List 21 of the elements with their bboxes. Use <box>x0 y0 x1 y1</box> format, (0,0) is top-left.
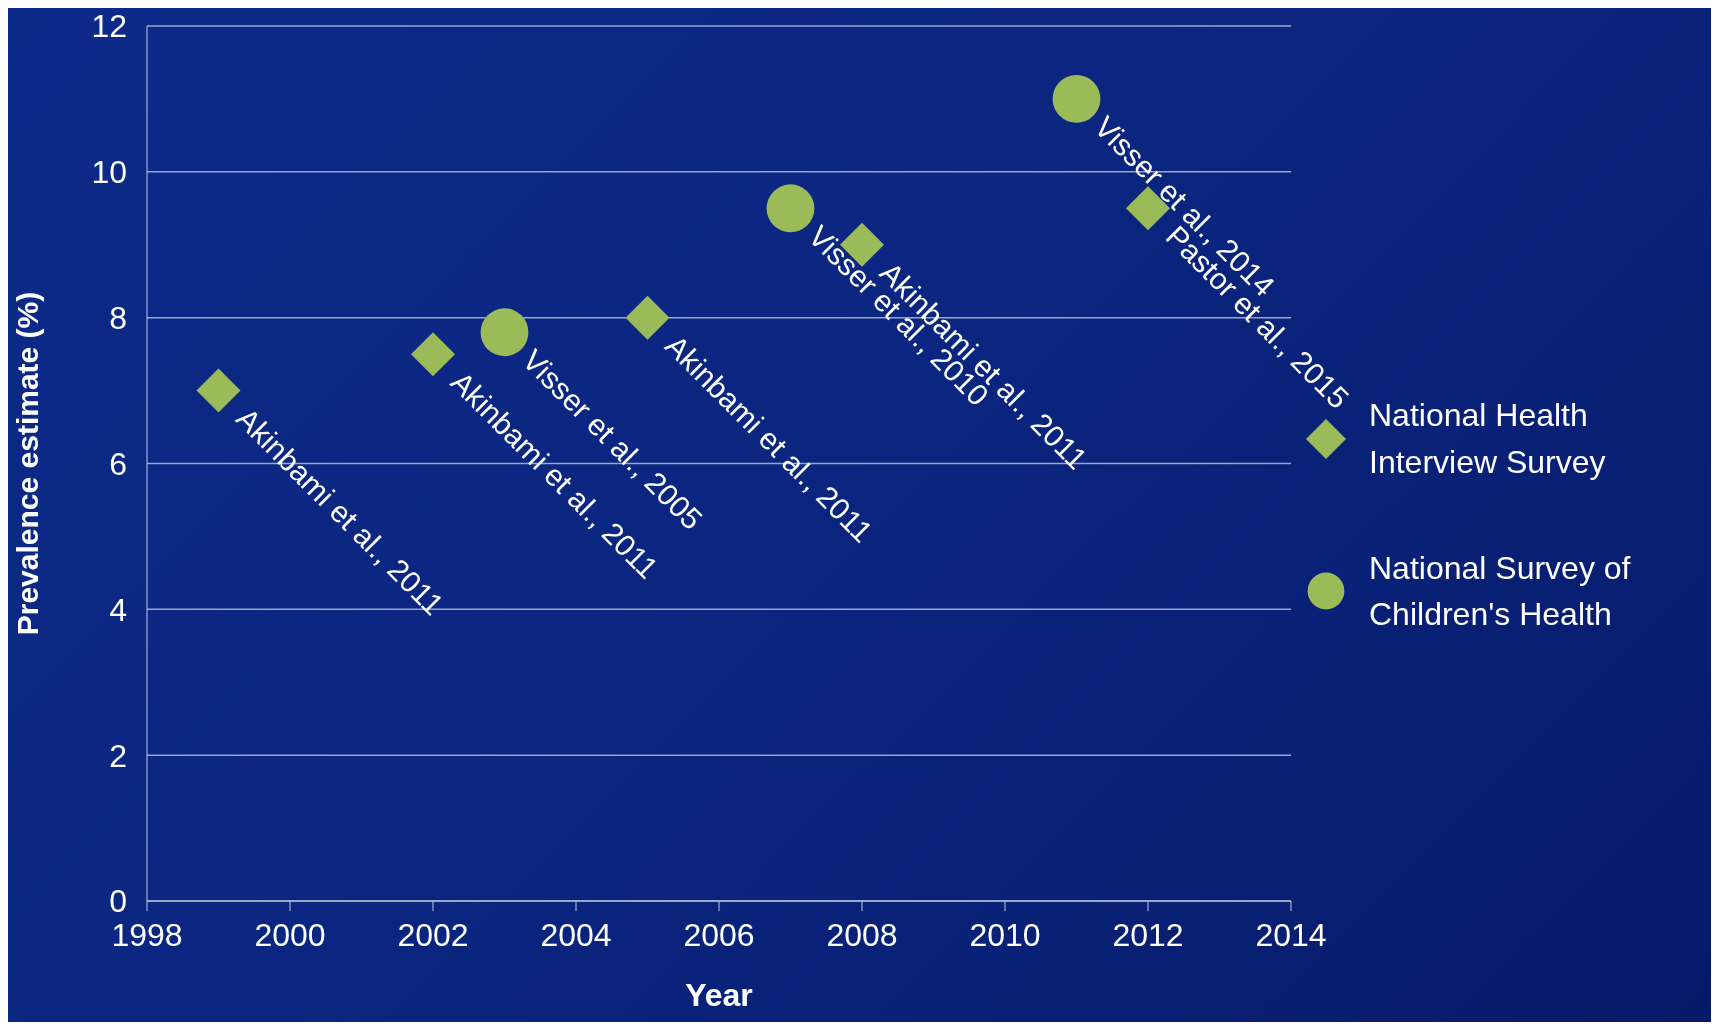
y-tick-label: 2 <box>109 737 127 774</box>
y-tick-label: 12 <box>91 8 127 45</box>
x-tick-label: 2010 <box>969 916 1041 953</box>
point <box>625 295 670 340</box>
x-tick-label: 2008 <box>826 916 898 953</box>
x-axis-title: Year <box>685 977 753 1013</box>
point <box>411 332 455 377</box>
point <box>196 368 241 413</box>
legend-label: National Health Interview Survey <box>1369 396 1607 482</box>
x-tick-label: 2012 <box>1112 916 1184 953</box>
y-axis-title: Prevalence estimate (%) <box>10 291 44 636</box>
x-tick-label: 2006 <box>683 916 755 953</box>
y-tick-label: 4 <box>109 591 127 628</box>
y-tick-label: 10 <box>91 154 127 191</box>
y-tick-label: 8 <box>109 300 127 337</box>
y-tick-label: 6 <box>109 445 127 482</box>
legend-label: National Survey of Children's Health <box>1369 549 1632 635</box>
x-tick-label: 2000 <box>254 916 326 953</box>
x-tick-label: 2004 <box>540 916 612 953</box>
x-tick-label: 2014 <box>1255 916 1327 953</box>
x-tick-label: 2002 <box>397 916 469 953</box>
